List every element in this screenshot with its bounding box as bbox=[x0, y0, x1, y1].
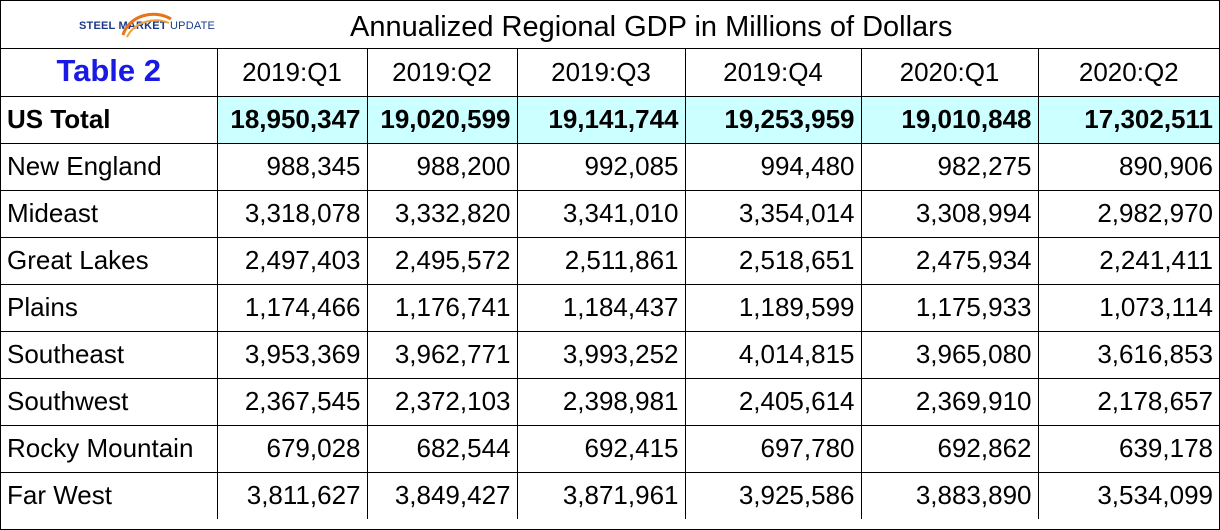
table-cell: 2,511,861 bbox=[516, 236, 686, 285]
table-cell: 988,200 bbox=[366, 142, 518, 191]
table-cell: 3,332,820 bbox=[366, 189, 518, 238]
table-cell: 2,495,572 bbox=[366, 236, 518, 285]
table-cell: 3,993,252 bbox=[516, 330, 686, 379]
table-cell: 3,308,994 bbox=[860, 189, 1039, 238]
table-cell: 3,341,010 bbox=[516, 189, 686, 238]
table-cell: 2,367,545 bbox=[216, 377, 368, 426]
table-cell: 1,189,599 bbox=[684, 283, 862, 332]
row-label: New England bbox=[1, 142, 218, 191]
table-cell: 1,174,466 bbox=[216, 283, 368, 332]
table-cell: 3,871,961 bbox=[516, 471, 686, 519]
title-row: STEEL MARKET UPDATE Annualized Regional … bbox=[1, 1, 1219, 49]
table-cell: 3,953,369 bbox=[216, 330, 368, 379]
table-cell: 639,178 bbox=[1037, 424, 1219, 473]
table-cell: 3,883,890 bbox=[860, 471, 1039, 519]
total-cell: 19,253,959 bbox=[684, 95, 862, 144]
table-cell: 1,184,437 bbox=[516, 283, 686, 332]
table-cell: 2,497,403 bbox=[216, 236, 368, 285]
table-row: Southeast 3,953,369 3,962,771 3,993,252 4,01… bbox=[1, 330, 1219, 379]
table-number-label: Table 2 bbox=[1, 49, 218, 97]
table-cell: 988,345 bbox=[216, 142, 368, 191]
column-header: 2019:Q4 bbox=[684, 49, 862, 97]
table-cell: 1,073,114 bbox=[1037, 283, 1219, 332]
gdp-table: Table 2 2019:Q1 2019:Q2 2019:Q3 2019:Q4 … bbox=[1, 49, 1219, 519]
table-cell: 3,962,771 bbox=[366, 330, 518, 379]
total-cell: 19,010,848 bbox=[860, 95, 1039, 144]
table-cell: 697,780 bbox=[684, 424, 862, 473]
table-row: Plains 1,174,466 1,176,741 1,184,437 1,189,5… bbox=[1, 283, 1219, 332]
table-cell: 3,616,853 bbox=[1037, 330, 1219, 379]
row-label: Plains bbox=[1, 283, 218, 332]
table-cell: 994,480 bbox=[684, 142, 862, 191]
row-label: Southwest bbox=[1, 377, 218, 426]
total-cell: 17,302,511 bbox=[1037, 95, 1219, 144]
row-label: Far West bbox=[1, 471, 218, 519]
table-cell: 2,398,981 bbox=[516, 377, 686, 426]
table-cell: 3,318,078 bbox=[216, 189, 368, 238]
steel-market-update-logo: STEEL MARKET UPDATE bbox=[79, 11, 215, 41]
column-header: 2020:Q1 bbox=[860, 49, 1039, 97]
table-row: Mideast 3,318,078 3,332,820 3,341,010 3,354,… bbox=[1, 189, 1219, 238]
table-cell: 3,925,586 bbox=[684, 471, 862, 519]
row-label: Southeast bbox=[1, 330, 218, 379]
table-cell: 692,862 bbox=[860, 424, 1039, 473]
table-cell: 679,028 bbox=[216, 424, 368, 473]
table-cell: 2,475,934 bbox=[860, 236, 1039, 285]
row-label: US Total bbox=[1, 95, 218, 144]
table-cell: 2,372,103 bbox=[366, 377, 518, 426]
row-label: Rocky Mountain bbox=[1, 424, 218, 473]
header-row: Table 2 2019:Q1 2019:Q2 2019:Q3 2019:Q4 … bbox=[1, 49, 1219, 97]
us-total-row: US Total 18,950,347 19,020,599 19,141,74… bbox=[1, 95, 1219, 144]
table-cell: 4,014,815 bbox=[684, 330, 862, 379]
table-row: Rocky Mountain 679,028 682,544 692,415 697,7… bbox=[1, 424, 1219, 473]
table-title: Annualized Regional GDP in Millions of D… bbox=[350, 11, 953, 43]
table-cell: 2,405,614 bbox=[684, 377, 862, 426]
table-cell: 1,175,933 bbox=[860, 283, 1039, 332]
table-row: Far West 3,811,627 3,849,427 3,871,961 3,925… bbox=[1, 471, 1219, 519]
table-cell: 3,354,014 bbox=[684, 189, 862, 238]
table-cell: 3,811,627 bbox=[216, 471, 368, 519]
row-label: Mideast bbox=[1, 189, 218, 238]
logo-swoosh-icon bbox=[121, 12, 172, 38]
total-cell: 19,141,744 bbox=[516, 95, 686, 144]
table-cell: 2,518,651 bbox=[684, 236, 862, 285]
table-cell: 2,178,657 bbox=[1037, 377, 1219, 426]
table-cell: 692,415 bbox=[516, 424, 686, 473]
table-cell: 2,982,970 bbox=[1037, 189, 1219, 238]
table-row: New England 988,345 988,200 992,085 994,480 9… bbox=[1, 142, 1219, 191]
table-cell: 992,085 bbox=[516, 142, 686, 191]
table-cell: 2,241,411 bbox=[1037, 236, 1219, 285]
table-cell: 3,965,080 bbox=[860, 330, 1039, 379]
table-cell: 2,369,910 bbox=[860, 377, 1039, 426]
table-row: Southwest 2,367,545 2,372,103 2,398,981 2,40… bbox=[1, 377, 1219, 426]
column-header: 2019:Q1 bbox=[216, 49, 368, 97]
table-cell: 682,544 bbox=[366, 424, 518, 473]
column-header: 2019:Q2 bbox=[366, 49, 518, 97]
table-cell: 890,906 bbox=[1037, 142, 1219, 191]
table-cell: 1,176,741 bbox=[366, 283, 518, 332]
table-cell: 3,534,099 bbox=[1037, 471, 1219, 519]
total-cell: 18,950,347 bbox=[216, 95, 368, 144]
column-header: 2019:Q3 bbox=[516, 49, 686, 97]
column-header: 2020:Q2 bbox=[1037, 49, 1219, 97]
table-cell: 3,849,427 bbox=[366, 471, 518, 519]
total-cell: 19,020,599 bbox=[366, 95, 518, 144]
table-cell: 982,275 bbox=[860, 142, 1039, 191]
row-label: Great Lakes bbox=[1, 236, 218, 285]
table-row: Great Lakes 2,497,403 2,495,572 2,511,861 2,… bbox=[1, 236, 1219, 285]
